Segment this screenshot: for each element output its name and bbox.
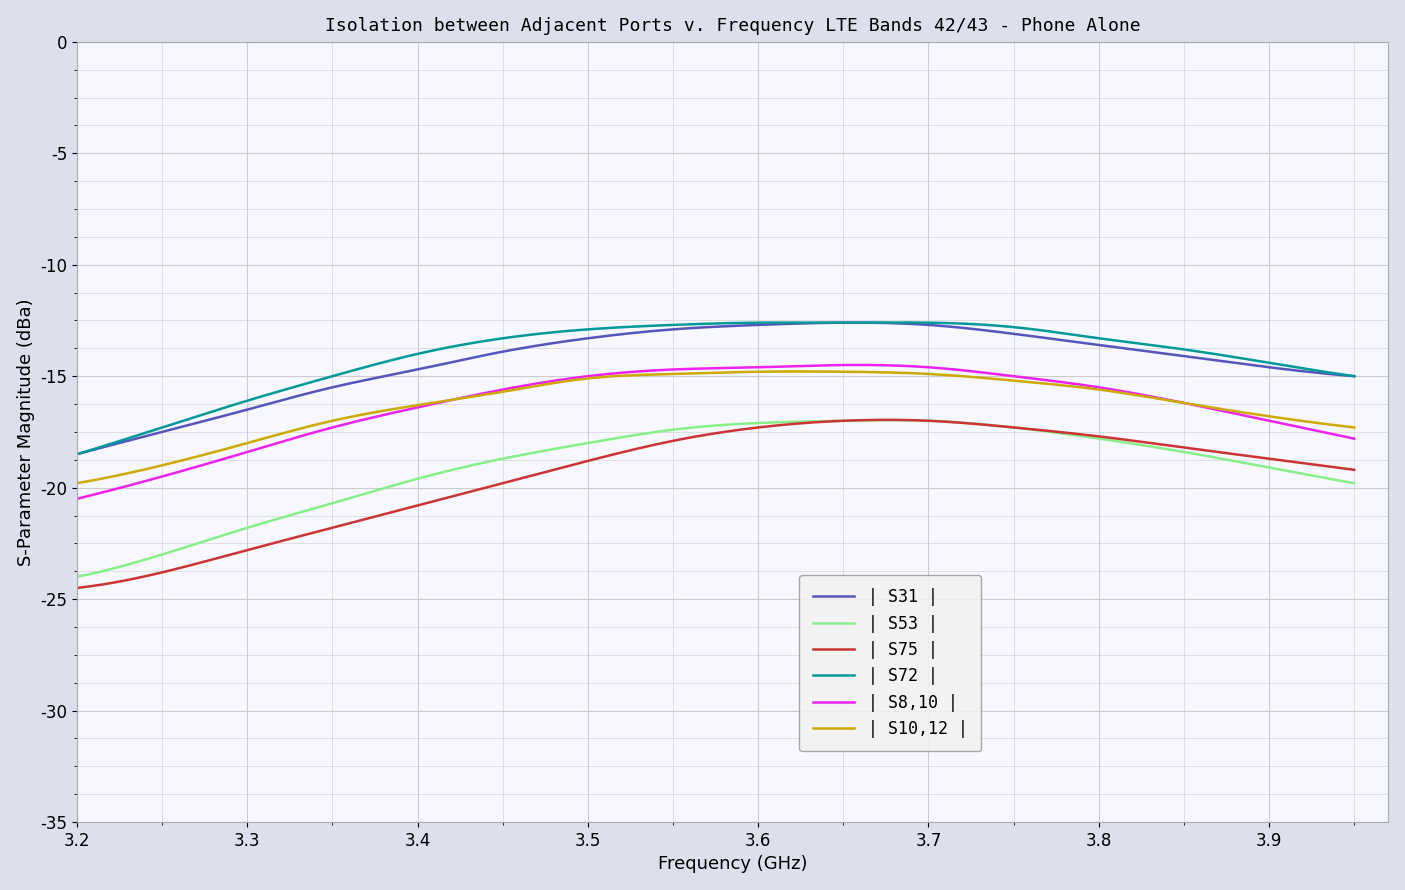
Line: | S31 |: | S31 | — [77, 323, 1354, 454]
| S53 | — [1346, 478, 1363, 489]
| S8,10 | — [829, 360, 846, 370]
Line: | S8,10 |: | S8,10 | — [77, 365, 1354, 498]
| S72 | — [825, 318, 842, 328]
| S53 | — [1149, 442, 1166, 453]
Y-axis label: S-Parameter Magnitude (dBa): S-Parameter Magnitude (dBa) — [17, 298, 35, 566]
| S10,12 | — [833, 367, 850, 377]
| S53 | — [825, 416, 842, 426]
| S8,10 | — [73, 492, 90, 503]
| S72 | — [69, 449, 86, 459]
| S31 | — [854, 318, 871, 328]
| S31 | — [1149, 347, 1166, 358]
| S53 | — [850, 415, 867, 425]
| S75 | — [880, 415, 896, 425]
X-axis label: Frequency (GHz): Frequency (GHz) — [658, 855, 808, 873]
| S53 | — [73, 570, 90, 581]
| S10,12 | — [1231, 407, 1248, 417]
| S31 | — [73, 448, 90, 458]
| S8,10 | — [69, 493, 86, 504]
| S72 | — [1346, 371, 1363, 382]
| S10,12 | — [787, 366, 804, 376]
| S75 | — [1231, 449, 1248, 460]
| S8,10 | — [850, 360, 867, 370]
| S31 | — [69, 449, 86, 459]
| S8,10 | — [1231, 409, 1248, 420]
| S75 | — [825, 416, 842, 426]
| S31 | — [829, 318, 846, 328]
| S53 | — [1231, 457, 1248, 467]
| S75 | — [829, 416, 846, 426]
| S75 | — [850, 415, 867, 425]
| S75 | — [69, 583, 86, 594]
| S72 | — [850, 318, 867, 328]
| S72 | — [1149, 341, 1166, 352]
| S10,12 | — [1346, 422, 1363, 433]
| S31 | — [825, 318, 842, 328]
Legend: | S31 |, | S53 |, | S75 |, | S72 |, | S8,10 |, | S10,12 |: | S31 |, | S53 |, | S75 |, | S72 |, | S8… — [799, 575, 981, 751]
| S8,10 | — [854, 360, 871, 370]
| S10,12 | — [829, 367, 846, 377]
| S10,12 | — [73, 477, 90, 488]
| S8,10 | — [825, 360, 842, 370]
| S53 | — [885, 415, 902, 425]
| S72 | — [889, 317, 906, 328]
| S72 | — [1231, 352, 1248, 363]
Title: Isolation between Adjacent Ports v. Frequency LTE Bands 42/43 - Phone Alone: Isolation between Adjacent Ports v. Freq… — [325, 17, 1141, 35]
| S72 | — [73, 448, 90, 458]
Line: | S10,12 |: | S10,12 | — [77, 371, 1354, 483]
| S75 | — [73, 582, 90, 593]
| S10,12 | — [69, 478, 86, 489]
Line: | S75 |: | S75 | — [77, 420, 1354, 588]
| S53 | — [69, 571, 86, 582]
| S53 | — [829, 416, 846, 426]
| S8,10 | — [1346, 433, 1363, 444]
| S75 | — [1346, 465, 1363, 475]
| S31 | — [1346, 371, 1363, 382]
Line: | S72 |: | S72 | — [77, 322, 1354, 454]
| S31 | — [846, 318, 863, 328]
| S72 | — [829, 318, 846, 328]
| S75 | — [1149, 439, 1166, 449]
| S31 | — [1231, 358, 1248, 368]
Line: | S53 |: | S53 | — [77, 420, 1354, 577]
| S10,12 | — [1149, 393, 1166, 404]
| S8,10 | — [1149, 392, 1166, 403]
| S10,12 | — [854, 367, 871, 377]
